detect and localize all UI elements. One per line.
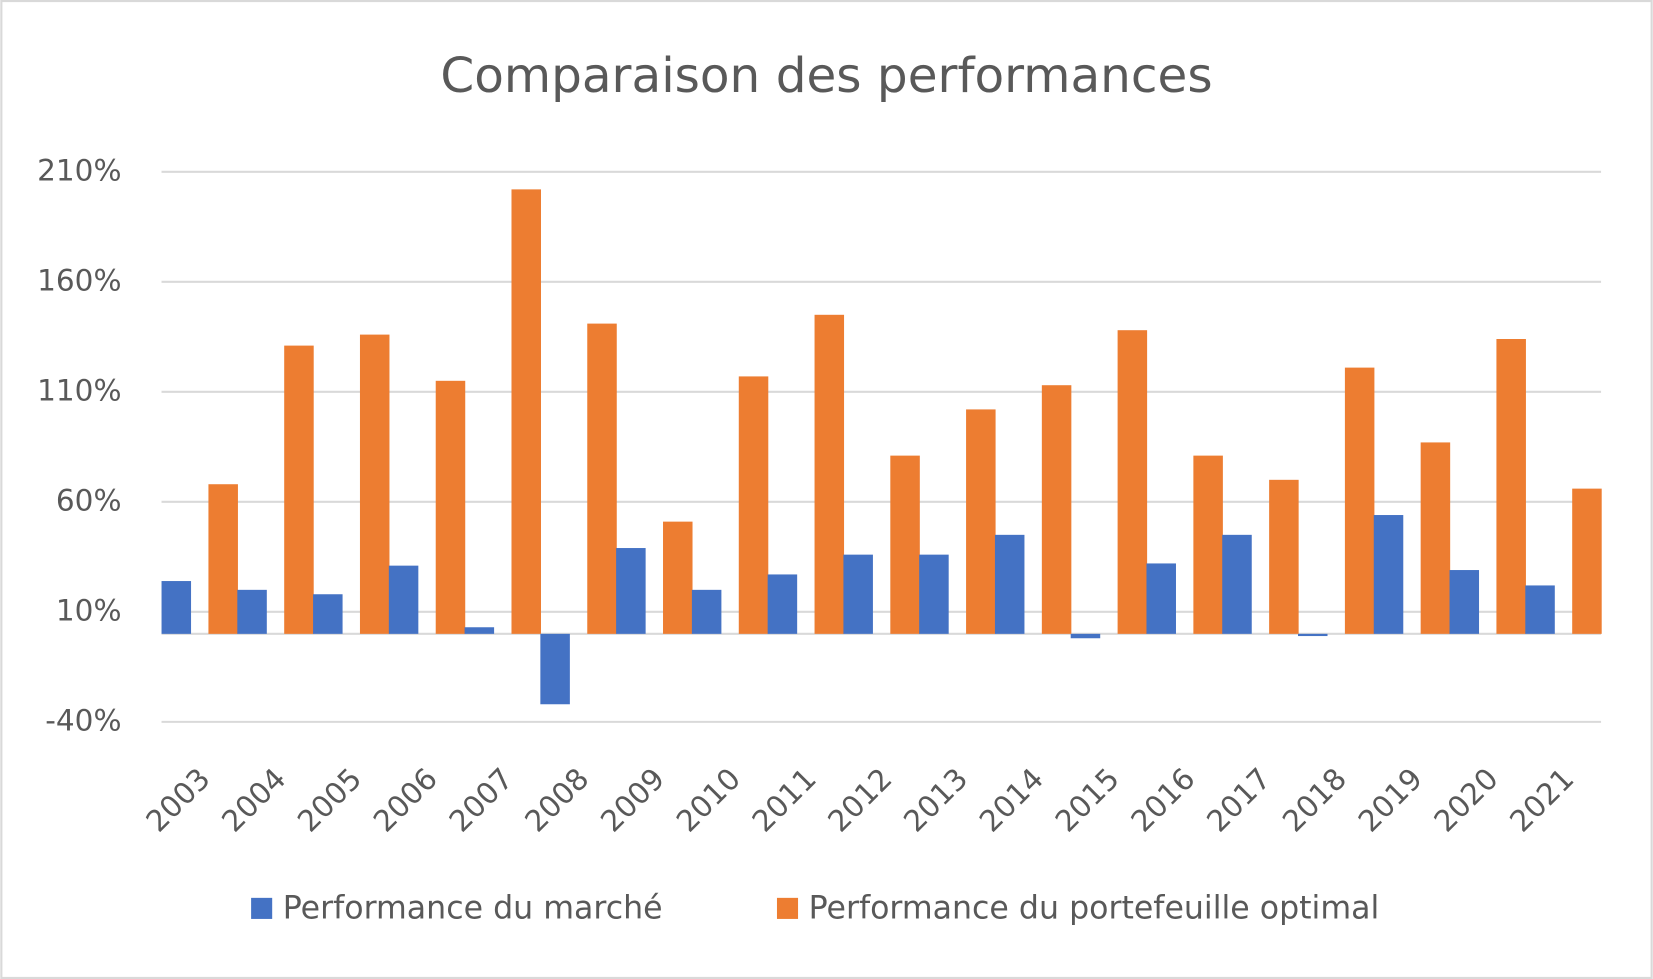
bar (1269, 479, 1299, 634)
y-tick-label: 160% (37, 263, 121, 297)
bar (540, 633, 570, 705)
bar (1373, 515, 1404, 634)
bar (1344, 367, 1375, 634)
bar (1070, 633, 1101, 639)
chart-title: Comparaison des performances (440, 48, 1212, 104)
bar (663, 521, 693, 634)
bar (1496, 339, 1526, 634)
bar (1193, 455, 1223, 634)
bar (1449, 570, 1480, 634)
y-tick-label: 10% (56, 593, 122, 627)
bar (691, 589, 722, 634)
bar (1572, 488, 1602, 634)
bar (1146, 563, 1176, 634)
bar (1117, 330, 1148, 634)
bar (359, 334, 390, 634)
bar (767, 574, 798, 634)
bar (435, 380, 466, 634)
bar (994, 534, 1025, 634)
y-tick-label: 210% (37, 153, 121, 187)
y-tick-label: 110% (37, 373, 121, 407)
legend-swatch (776, 897, 799, 919)
bar (1298, 633, 1328, 637)
bar (738, 376, 769, 634)
legend-swatch (251, 897, 273, 919)
bar (814, 314, 845, 634)
bar (464, 627, 495, 634)
legend-label: Performance du portefeuille optimal (809, 890, 1380, 926)
legend-label: Performance du marché (283, 890, 663, 926)
bar (587, 323, 617, 634)
bar (843, 554, 873, 634)
bar (511, 189, 541, 634)
bar (1525, 585, 1555, 634)
bar (616, 548, 646, 634)
bar (284, 345, 314, 634)
bar (208, 484, 238, 634)
y-tick-label: -40% (45, 703, 121, 737)
bar (237, 589, 267, 634)
bar (919, 554, 949, 634)
bar (966, 409, 996, 634)
bar (388, 565, 419, 634)
bar (313, 594, 343, 634)
bar (1222, 534, 1252, 634)
bar (1041, 385, 1072, 634)
bar (890, 455, 920, 634)
bar (1420, 442, 1451, 634)
y-tick-label: 60% (56, 483, 122, 517)
bar (161, 581, 192, 634)
